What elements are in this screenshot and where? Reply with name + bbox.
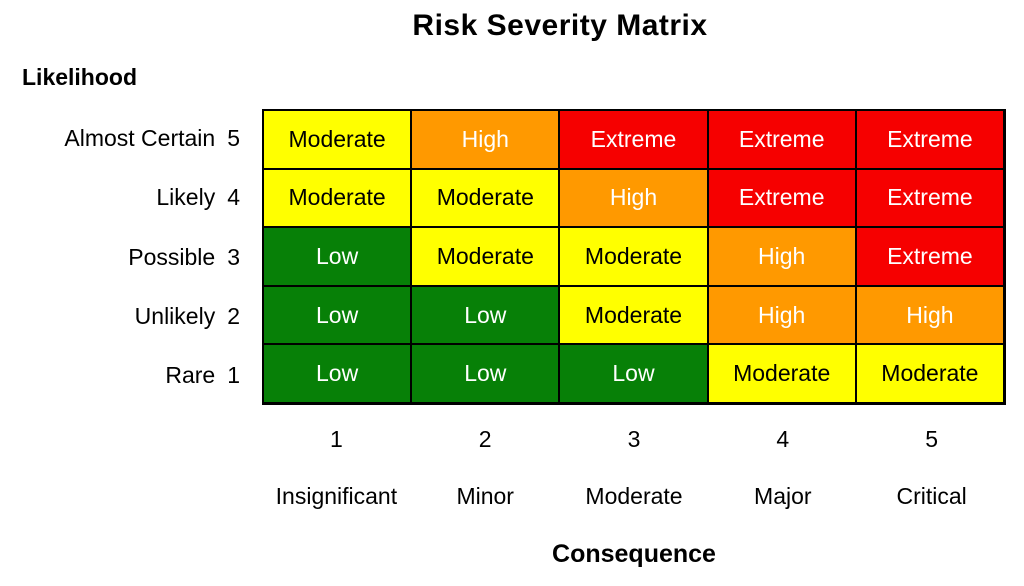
likelihood-axis-tick-labels: Almost Certain 5 Likely 4 Possible 3 Unlikely 2…: [0, 109, 240, 405]
consequence-value-5: 5: [925, 426, 938, 452]
matrix-cell-r4-c2: Low: [412, 286, 559, 344]
matrix-cell-r2-c1: Moderate: [264, 169, 411, 227]
matrix-cell-r2-c3: High: [560, 169, 707, 227]
likelihood-name: Rare: [165, 361, 216, 388]
consequence-name-4: Major: [754, 483, 812, 509]
consequence-value-3: 3: [627, 426, 641, 452]
consequence-name-2: Minor: [456, 483, 514, 509]
risk-matrix-grid: Moderate High Extreme Extreme Extreme Moderat…: [262, 109, 1006, 405]
matrix-cell-r1-c5: Extreme: [856, 111, 1003, 168]
matrix-cell-r4-c5: High: [856, 286, 1003, 344]
matrix-cell-r1-c2: High: [412, 111, 559, 168]
consequence-axis-label: Consequence: [552, 540, 716, 568]
matrix-cell-r5-c2: Low: [412, 345, 559, 402]
matrix-cell-r5-c4: Moderate: [708, 345, 855, 402]
matrix-cell-r5-c5: Moderate: [856, 345, 1003, 402]
consequence-name-1: Insignificant: [275, 483, 398, 509]
likelihood-tick-2: Unlikely 2: [0, 287, 240, 346]
consequence-value-2: 2: [478, 426, 492, 452]
matrix-cell-r3-c3: Moderate: [560, 228, 707, 285]
likelihood-axis-label: Likelihood: [22, 64, 137, 90]
likelihood-value: 2: [227, 302, 240, 329]
matrix-cell-r2-c4: Extreme: [708, 169, 855, 227]
consequence-axis-tick-names: Insignificant Minor Moderate Major Critical: [262, 483, 1006, 510]
likelihood-value: 4: [227, 184, 240, 211]
matrix-cell-r5-c1: Low: [264, 345, 411, 402]
likelihood-value: 5: [227, 125, 240, 152]
matrix-cell-r1-c1: Moderate: [264, 111, 411, 168]
matrix-cell-r1-c4: Extreme: [708, 111, 855, 168]
likelihood-tick-5: Almost Certain 5: [0, 109, 240, 168]
consequence-name-5: Critical: [896, 483, 967, 509]
likelihood-name: Likely: [156, 184, 216, 211]
matrix-cell-r4-c1: Low: [264, 286, 411, 344]
consequence-value-4: 4: [776, 426, 790, 452]
likelihood-name: Possible: [128, 243, 216, 270]
likelihood-tick-3: Possible 3: [0, 227, 240, 286]
likelihood-name: Almost Certain: [64, 125, 216, 152]
matrix-cell-r1-c3: Extreme: [560, 111, 707, 168]
consequence-name-3: Moderate: [585, 483, 683, 509]
matrix-cell-r2-c2: Moderate: [412, 169, 559, 227]
likelihood-name: Unlikely: [134, 302, 216, 329]
matrix-cell-r3-c1: Low: [264, 228, 411, 285]
likelihood-value: 3: [227, 243, 240, 270]
consequence-axis-tick-values: 1 2 3 4 5: [262, 426, 1006, 453]
matrix-cell-r5-c3: Low: [560, 345, 707, 402]
matrix-cell-r4-c3: Moderate: [560, 286, 707, 344]
likelihood-value: 1: [227, 361, 240, 388]
consequence-value-1: 1: [330, 426, 343, 452]
matrix-cell-r3-c4: High: [708, 228, 855, 285]
likelihood-tick-1: Rare 1: [0, 346, 240, 405]
likelihood-tick-4: Likely 4: [0, 168, 240, 227]
matrix-cell-r3-c5: Extreme: [856, 228, 1003, 285]
matrix-cell-r2-c5: Extreme: [856, 169, 1003, 227]
matrix-cell-r3-c2: Moderate: [412, 228, 559, 285]
matrix-cell-r4-c4: High: [708, 286, 855, 344]
chart-title: Risk Severity Matrix: [412, 9, 708, 42]
